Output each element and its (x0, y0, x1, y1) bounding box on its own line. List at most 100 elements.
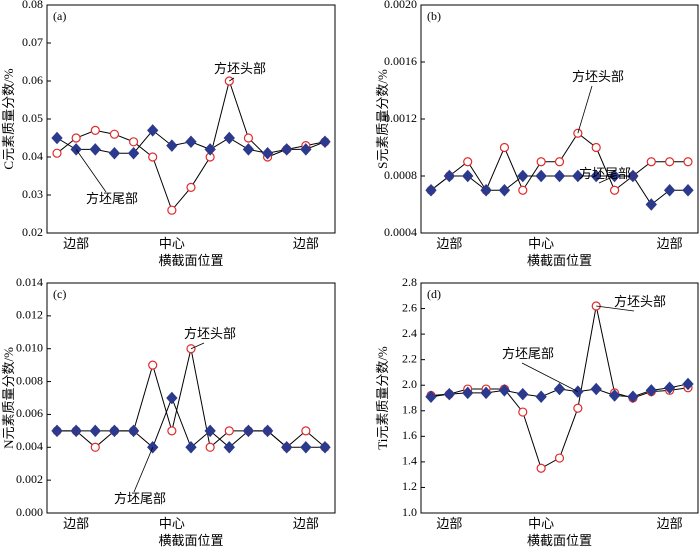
x-tick-label: 中心 (528, 236, 554, 251)
marker (281, 441, 293, 454)
marker (554, 453, 565, 463)
annotation-leader (229, 77, 235, 82)
marker (498, 184, 511, 197)
y-tick-label: 0.0012 (384, 111, 417, 125)
marker (242, 424, 255, 438)
series-annotation: 方坯尾部 (86, 191, 138, 206)
marker (646, 157, 656, 167)
marker (128, 137, 139, 147)
marker (261, 146, 274, 160)
annotation-leader (190, 342, 205, 350)
y-tick-label: 1.2 (402, 479, 417, 493)
marker (223, 131, 235, 145)
x-axis-label: 横截面位置 (527, 533, 592, 548)
y-tick-label: 0.06 (22, 73, 43, 87)
marker (462, 386, 474, 400)
series-line (57, 396, 325, 449)
marker (535, 169, 547, 183)
marker (148, 360, 158, 370)
marker (185, 441, 197, 454)
marker (425, 390, 437, 403)
marker (480, 184, 492, 197)
marker (167, 205, 177, 215)
marker (223, 441, 235, 454)
marker (205, 442, 215, 452)
series-annotation: 方坯头部 (614, 294, 666, 309)
marker (166, 391, 178, 405)
annotation-leader (598, 175, 615, 184)
marker (51, 131, 63, 145)
marker (108, 424, 121, 438)
y-tick-label: 1.8 (402, 403, 417, 417)
marker (90, 125, 100, 135)
y-tick-label: 0.000 (16, 505, 43, 519)
y-tick-label: 2.4 (402, 326, 417, 340)
x-tick-label: 边部 (63, 236, 89, 251)
marker (590, 382, 602, 396)
marker (518, 185, 528, 195)
marker (167, 426, 177, 436)
marker (682, 184, 694, 197)
marker (517, 387, 529, 401)
marker (573, 403, 583, 413)
y-tick-label: 0.002 (16, 472, 43, 486)
marker (663, 381, 676, 395)
x-tick-label: 边部 (657, 516, 683, 531)
marker (127, 146, 140, 160)
x-tick-label: 中心 (159, 236, 185, 251)
marker (89, 143, 101, 156)
x-tick-label: 边部 (293, 236, 319, 251)
series-annotation: 方坯头部 (572, 69, 624, 84)
marker (517, 169, 529, 183)
panel-label: (d) (427, 287, 441, 301)
marker (261, 424, 274, 438)
y-tick-label: 0.0016 (384, 54, 417, 68)
plot-frame (420, 282, 699, 514)
y-axis-label: C元素质量分数/% (1, 68, 16, 169)
marker (204, 424, 216, 438)
marker (591, 142, 601, 153)
marker (108, 146, 121, 160)
marker (590, 169, 602, 183)
marker (166, 139, 178, 152)
y-tick-label: 2.6 (402, 300, 417, 314)
marker (665, 157, 675, 167)
marker (319, 135, 331, 149)
x-tick-label: 中心 (528, 516, 554, 531)
marker (663, 184, 676, 197)
panel-label: (c) (53, 287, 66, 301)
marker (185, 135, 197, 149)
marker (147, 124, 159, 137)
marker (204, 143, 216, 156)
y-tick-label: 1.0 (402, 505, 417, 519)
marker (554, 157, 565, 167)
x-tick-label: 边部 (657, 236, 683, 251)
x-tick-label: 边部 (436, 236, 462, 251)
marker (498, 384, 511, 397)
marker (645, 198, 657, 211)
y-tick-label: 0.0008 (384, 168, 417, 182)
y-axis-label: Ti元素质量分数/% (375, 346, 390, 450)
marker (90, 442, 100, 452)
y-tick-label: 0.02 (22, 225, 43, 239)
y-tick-label: 0.07 (22, 35, 43, 49)
marker (443, 387, 456, 401)
y-tick-label: 0.012 (16, 308, 43, 322)
marker (645, 384, 657, 397)
y-tick-label: 0.04 (22, 149, 43, 163)
x-tick-label: 边部 (293, 516, 319, 531)
annotation-leader (75, 149, 107, 193)
marker (300, 441, 312, 454)
marker (463, 157, 473, 167)
y-tick-label: 0.0004 (384, 225, 417, 239)
y-tick-label: 0.004 (16, 439, 43, 453)
y-tick-label: 2.8 (402, 275, 417, 289)
marker (553, 169, 566, 183)
panel-label: (a) (53, 9, 66, 23)
marker (682, 377, 694, 391)
annotation-leader (596, 305, 635, 312)
marker (109, 129, 120, 139)
y-tick-label: 0.0020 (384, 0, 417, 11)
series-annotation: 方坯尾部 (579, 166, 631, 181)
